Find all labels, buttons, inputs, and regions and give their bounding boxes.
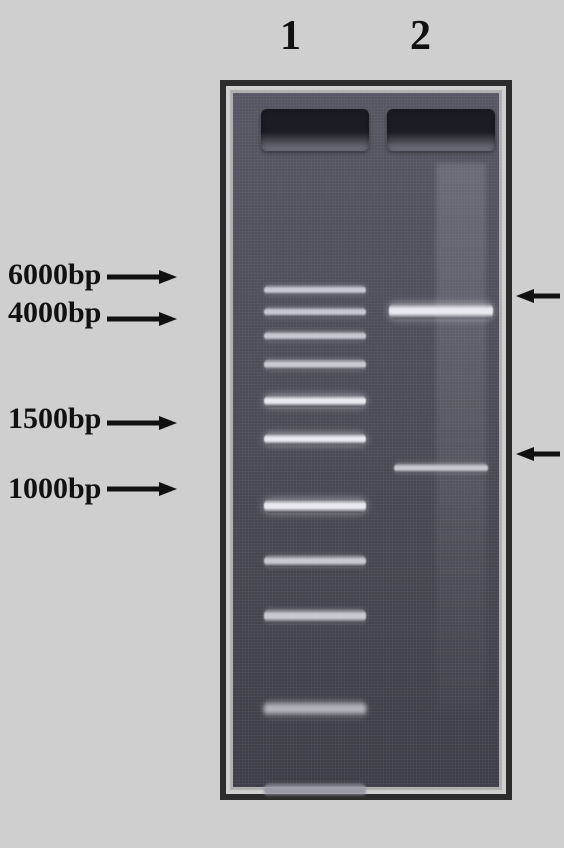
gel-image (220, 80, 512, 800)
ladder-band (264, 609, 365, 623)
well-lane2 (387, 109, 495, 151)
gel-figure: 1 2 6000bp 4000bp 1500bp 1000bp (0, 0, 564, 848)
size-label-text: 1000bp (8, 472, 101, 506)
size-label-text: 1500bp (8, 402, 101, 436)
lane-header-lane2: 2 (410, 12, 431, 60)
ladder-band (264, 701, 365, 717)
arrow-right-icon (107, 414, 177, 432)
gel-background (230, 90, 502, 790)
size-label-text: 4000bp (8, 296, 101, 330)
ladder-band (264, 331, 365, 341)
sample-band-lower (394, 463, 488, 473)
size-label: 6000bp (8, 258, 177, 292)
ladder-band (264, 285, 365, 295)
size-label: 4000bp (8, 296, 177, 330)
ladder-band (264, 359, 365, 370)
arrow-left-icon (516, 287, 560, 305)
ladder-band (264, 783, 365, 797)
ladder-band (264, 555, 365, 567)
sample-band-upper (389, 303, 494, 319)
arrow-right-icon (107, 480, 177, 498)
ladder-band (264, 307, 365, 317)
arrow-left-icon (516, 445, 560, 463)
ladder-band (264, 433, 365, 445)
size-label-text: 6000bp (8, 258, 101, 292)
lane-header-lane1: 1 (280, 12, 301, 60)
arrow-right-icon (107, 268, 177, 286)
size-label: 1000bp (8, 472, 177, 506)
ladder-band (264, 395, 365, 407)
ladder-band (264, 499, 365, 513)
arrow-right-icon (107, 310, 177, 328)
lane2-smear (436, 163, 486, 713)
well-lane1 (261, 109, 369, 151)
size-label: 1500bp (8, 402, 177, 436)
